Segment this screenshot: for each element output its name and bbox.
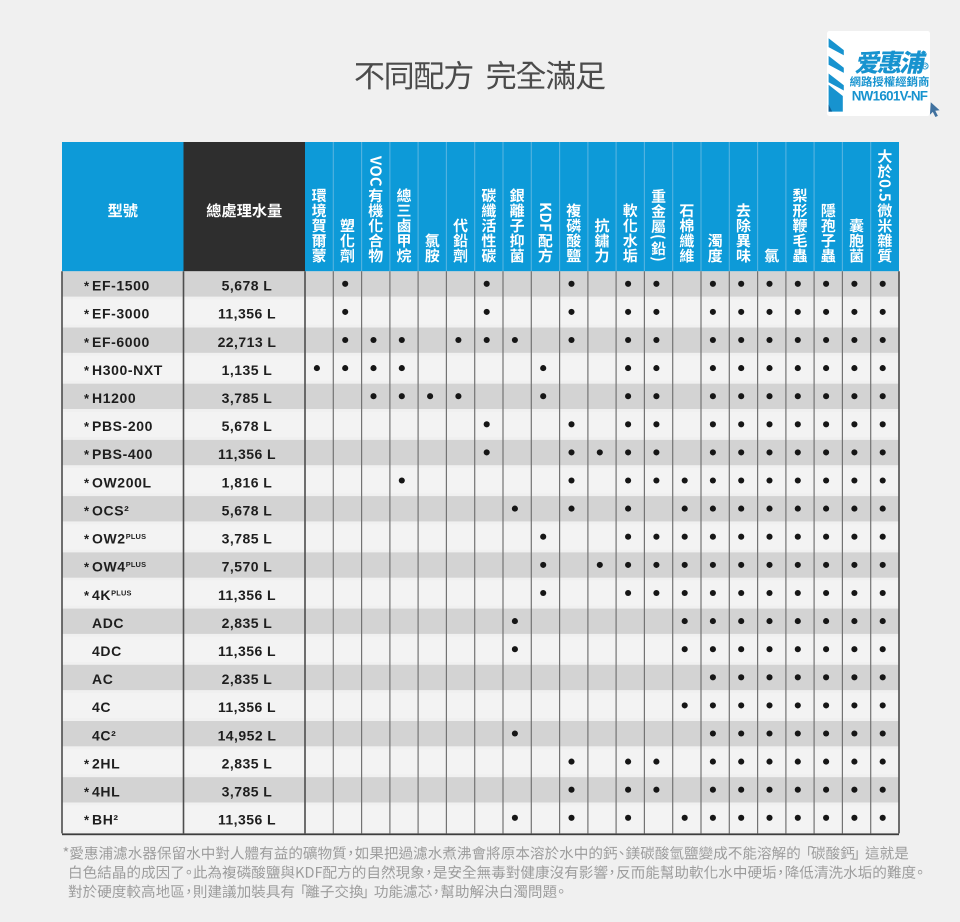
svg-text:2,835 L: 2,835 L	[222, 755, 273, 771]
svg-text:AC: AC	[92, 671, 113, 687]
svg-text:*4HL: * 4HL	[84, 784, 120, 800]
svg-text:2,835 L: 2,835 L	[222, 615, 273, 631]
svg-text:5,678 L: 5,678 L	[222, 418, 273, 434]
svg-text:5,678 L: 5,678 L	[222, 278, 273, 294]
svg-text:11,356 L: 11,356 L	[218, 812, 276, 828]
svg-text:2,835 L: 2,835 L	[222, 671, 273, 687]
svg-text:11,356 L: 11,356 L	[218, 643, 276, 659]
svg-text:*EF-6000: * EF-6000	[84, 334, 150, 350]
svg-text:4DC: 4DC	[92, 643, 122, 659]
svg-text:3,785 L: 3,785 L	[222, 390, 273, 406]
svg-text:11,356 L: 11,356 L	[218, 699, 276, 715]
svg-text:3,785 L: 3,785 L	[222, 531, 273, 547]
svg-text:*2HL: * 2HL	[84, 755, 120, 771]
svg-text:R: R	[923, 64, 927, 70]
svg-text:22,713 L: 22,713 L	[218, 334, 277, 350]
svg-text:*PBS-400: * PBS-400	[84, 446, 153, 462]
svg-text:1,135 L: 1,135 L	[222, 362, 273, 378]
svg-text:1,816 L: 1,816 L	[222, 474, 273, 490]
svg-text:*EF-3000: * EF-3000	[84, 306, 150, 322]
svg-text:11,356 L: 11,356 L	[218, 446, 276, 462]
svg-text:*EF-1500: * EF-1500	[84, 278, 150, 294]
svg-text:*H1200: * H1200	[84, 390, 136, 406]
svg-text:11,356 L: 11,356 L	[218, 306, 276, 322]
svg-text:11,356 L: 11,356 L	[218, 587, 276, 603]
svg-text:3,785 L: 3,785 L	[222, 784, 273, 800]
svg-text:5,678 L: 5,678 L	[222, 502, 273, 518]
svg-text:4C: 4C	[92, 699, 111, 715]
svg-text:*OCS²: * OCS²	[84, 502, 129, 518]
svg-text:*PBS-200: * PBS-200	[84, 418, 153, 434]
svg-text:NW1601V-NF: NW1601V-NF	[852, 88, 928, 103]
svg-text:4C²: 4C²	[92, 727, 116, 743]
svg-text:*OW4PLUS: * OW4PLUS	[84, 559, 146, 575]
svg-text:*OW200L: * OW200L	[84, 474, 152, 490]
svg-text:*H300-NXT: * H300-NXT	[84, 362, 163, 378]
svg-text:*BH²: * BH²	[84, 812, 119, 828]
svg-text:ADC: ADC	[92, 615, 124, 631]
svg-text:*4KPLUS: * 4KPLUS	[84, 587, 132, 603]
svg-text:14,952 L: 14,952 L	[218, 727, 277, 743]
svg-text:*OW2PLUS: * OW2PLUS	[84, 531, 146, 547]
svg-text:7,570 L: 7,570 L	[222, 559, 273, 575]
